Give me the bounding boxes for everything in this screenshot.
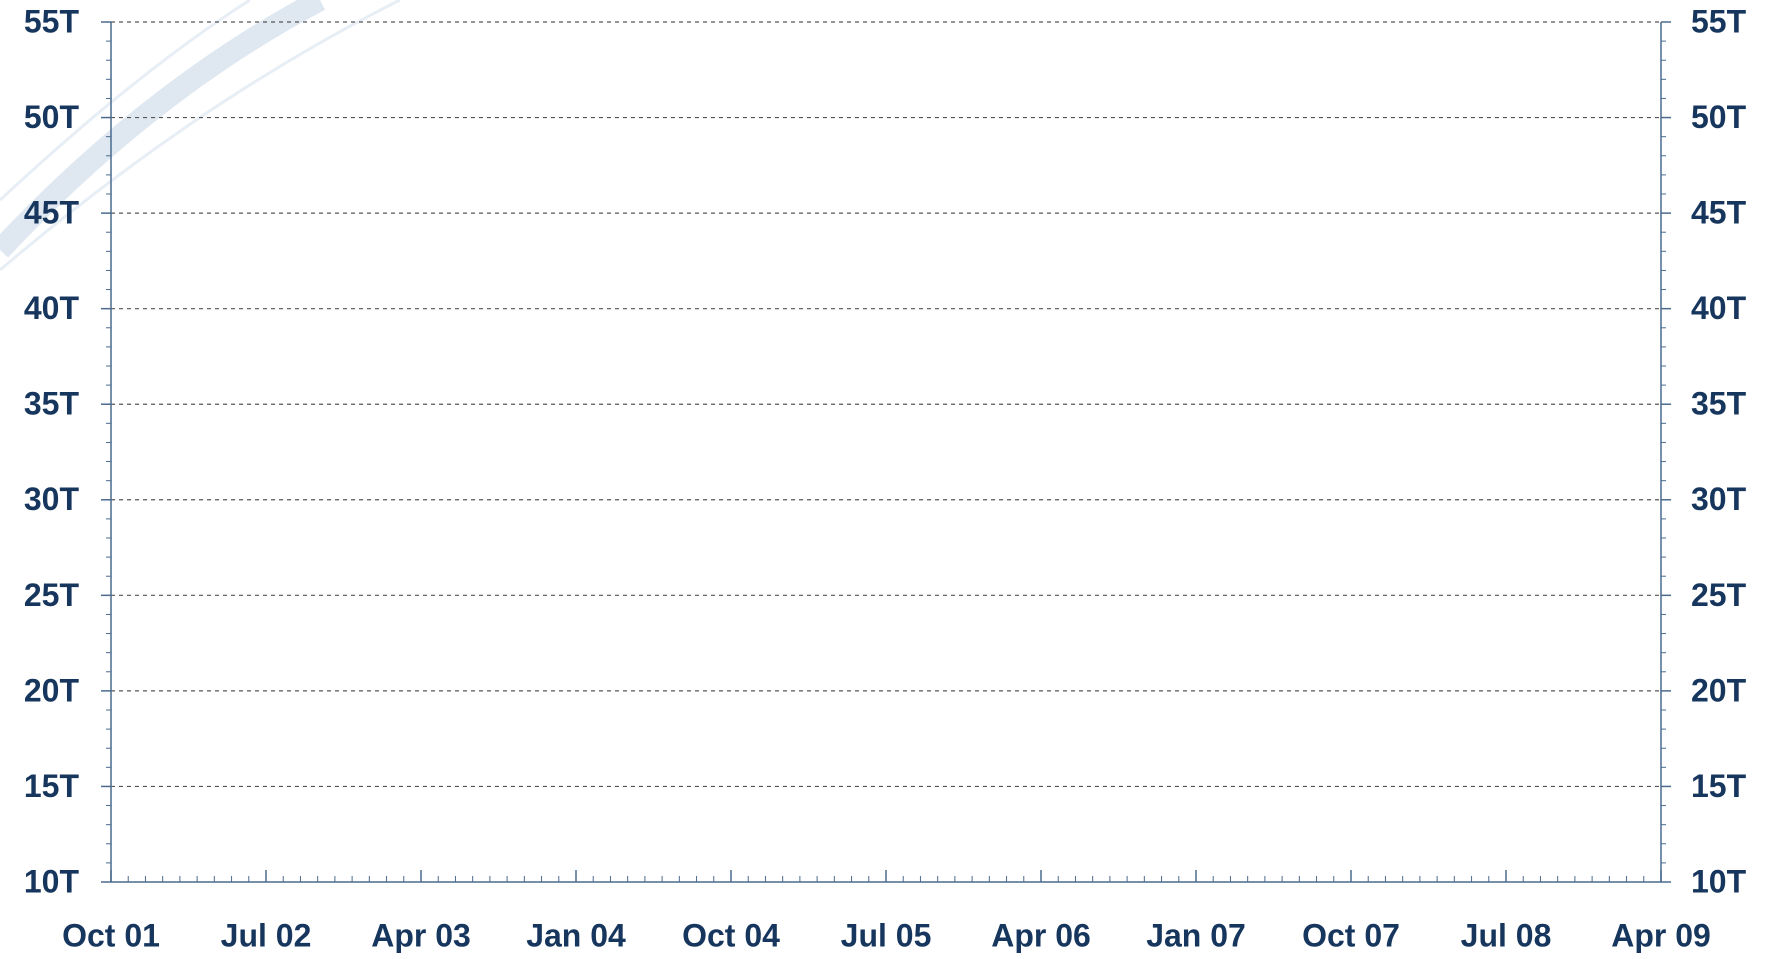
y2-tick-label: 55T bbox=[1691, 3, 1747, 39]
x-tick-label: Jan 07 bbox=[1146, 917, 1246, 953]
y-tick-label: 55T bbox=[24, 3, 80, 39]
x-tick-label: Jul 02 bbox=[221, 917, 312, 953]
x-tick-label: Jul 08 bbox=[1461, 917, 1552, 953]
x-tick-label: Jan 04 bbox=[526, 917, 626, 953]
y2-tick-label: 50T bbox=[1691, 99, 1747, 135]
x-tick-label: Apr 03 bbox=[371, 917, 471, 953]
y-tick-label: 10T bbox=[24, 863, 80, 899]
y-tick-label: 15T bbox=[24, 768, 80, 804]
y2-tick-label: 10T bbox=[1691, 863, 1747, 899]
y-tick-label: 20T bbox=[24, 672, 80, 708]
y2-tick-label: 35T bbox=[1691, 386, 1747, 422]
y2-tick-label: 30T bbox=[1691, 481, 1747, 517]
swoosh bbox=[0, 0, 251, 202]
x-tick-label: Apr 06 bbox=[991, 917, 1091, 953]
x-tick-label: Apr 09 bbox=[1611, 917, 1711, 953]
x-tick-label: Oct 01 bbox=[62, 917, 160, 953]
y2-tick-label: 45T bbox=[1691, 195, 1747, 231]
y-tick-label: 40T bbox=[24, 290, 80, 326]
y2-tick-label: 20T bbox=[1691, 672, 1747, 708]
x-tick-label: Jul 05 bbox=[841, 917, 932, 953]
swoosh bbox=[0, 0, 326, 258]
y-tick-label: 35T bbox=[24, 386, 80, 422]
y-tick-label: 25T bbox=[24, 577, 80, 613]
y-tick-label: 30T bbox=[24, 481, 80, 517]
y2-tick-label: 25T bbox=[1691, 577, 1747, 613]
y2-tick-label: 40T bbox=[1691, 290, 1747, 326]
y-tick-label: 50T bbox=[24, 99, 80, 135]
x-tick-label: Oct 04 bbox=[682, 917, 780, 953]
y-tick-label: 45T bbox=[24, 195, 80, 231]
y2-tick-label: 15T bbox=[1691, 768, 1747, 804]
x-tick-label: Oct 07 bbox=[1302, 917, 1400, 953]
